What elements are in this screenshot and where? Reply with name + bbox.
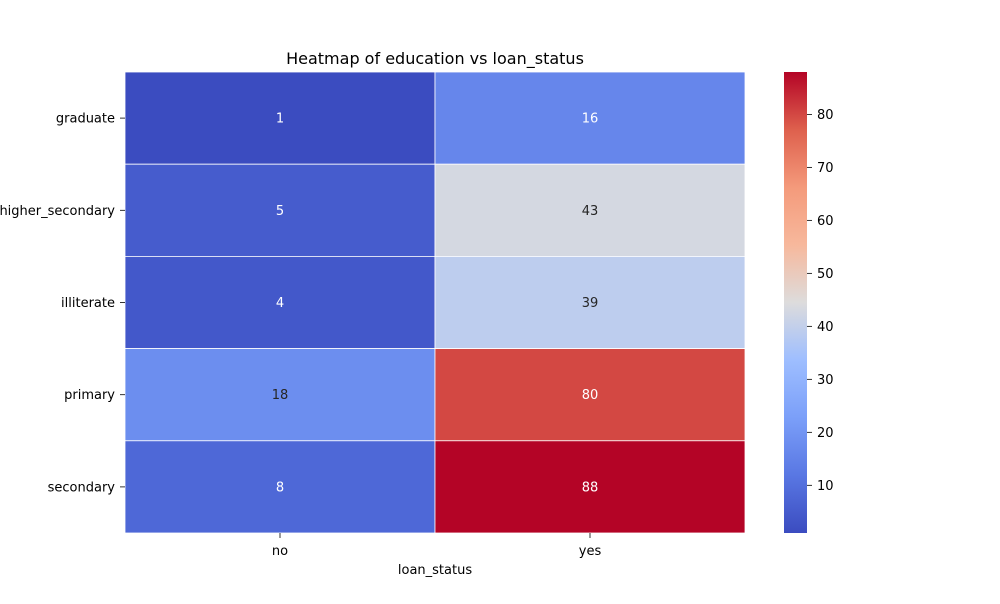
colorbar-tick-label: 60 [817,214,834,229]
chart-title: Heatmap of education vs loan_status [286,49,584,69]
cell-value-label: 8 [276,480,284,495]
colorbar-tick-label: 40 [817,320,834,335]
cell-value-label: 43 [582,204,599,219]
colorbar-tick-label: 20 [817,426,834,441]
y-tick-label: higher_secondary [0,204,115,219]
heatmap-cell-higher_secondary-no [124,163,436,257]
heatmap-cells [124,71,746,534]
cell-value-label: 18 [272,388,289,403]
y-tick-label: illiterate [61,296,115,311]
cell-value-label: 16 [582,112,599,127]
heatmap-cell-illiterate-yes [434,255,746,349]
cell-value-label: 80 [582,388,599,403]
y-tick-label: graduate [56,112,115,127]
heatmap-cell-graduate-yes [434,71,746,165]
colorbar-gradient [784,72,807,533]
colorbar-tick-label: 70 [817,161,834,176]
cell-value-label: 39 [582,296,599,311]
colorbar-tick-label: 80 [817,108,834,123]
heatmap-cell-secondary-yes [434,440,746,534]
y-tick-label: primary [64,388,115,403]
x-tick-label: yes [579,544,602,559]
x-axis-ticks: no yes [272,533,602,559]
cell-value-label: 88 [582,480,599,495]
cell-value-label: 4 [276,296,284,311]
colorbar-ticks: 10 20 30 40 50 60 70 80 [807,108,834,494]
heatmap-cell-graduate-no [124,71,436,165]
y-tick-label: secondary [48,480,116,495]
colorbar-tick-label: 10 [817,479,834,494]
heatmap-cell-primary-yes [434,348,746,442]
colorbar-tick-label: 30 [817,373,834,388]
x-tick-label: no [272,544,288,559]
heatmap-cell-primary-no [124,348,436,442]
colorbar: 10 20 30 40 50 60 70 80 [784,72,834,533]
colorbar-tick-label: 50 [817,267,834,282]
y-axis-ticks: graduate higher_secondary illiterate primar… [0,112,125,495]
x-axis-label: loan_status [398,563,472,578]
cell-value-label: 1 [276,112,284,127]
heatmap-cell-higher_secondary-yes [434,163,746,257]
cell-value-label: 5 [276,204,284,219]
heatmap-cell-illiterate-no [124,255,436,349]
